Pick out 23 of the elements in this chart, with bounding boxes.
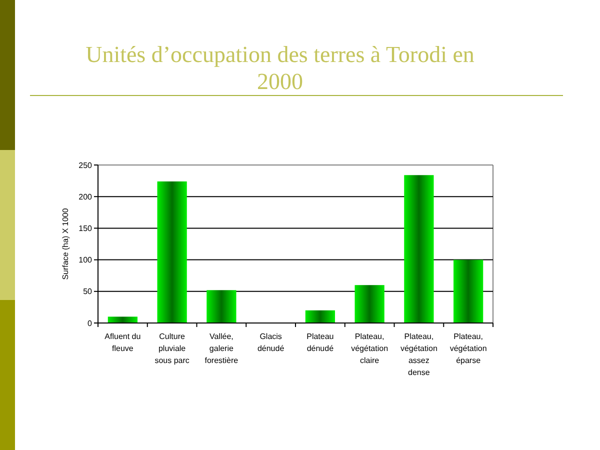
bar — [157, 181, 187, 323]
y-tick-label: 100 — [78, 256, 93, 265]
bar — [354, 285, 384, 323]
x-tick-label: Plateau, végétation claire — [351, 332, 388, 365]
x-tick-label: Glacis dénudé — [257, 332, 285, 353]
y-tick-label: 0 — [88, 318, 93, 328]
y-tick-label: 200 — [78, 192, 93, 202]
x-tick-label: Plateau, végétation éparse — [450, 332, 487, 365]
bar — [454, 260, 484, 323]
x-tick-label: Plateau dénudé — [306, 332, 334, 353]
bar — [206, 290, 236, 323]
x-tick-label: Plateau, végétation assez dense — [400, 332, 438, 377]
bar — [404, 175, 434, 323]
x-tick-label: Culture pluviale sous parc — [154, 332, 190, 365]
x-tick-label: Vallée, galerie forestière — [204, 332, 239, 365]
y-tick-label: 50 — [83, 287, 93, 296]
y-tick-label: 250 — [78, 160, 93, 170]
bar — [108, 316, 138, 323]
bar — [305, 310, 335, 323]
chart-title: Unités d’occupation des terres à Torodi en 2000 — [86, 42, 475, 94]
y-axis-title: Surface (ha) X 1000 — [61, 208, 70, 280]
y-tick-label: 150 — [78, 224, 93, 233]
x-tick-label: Afluent du fleuve — [104, 332, 141, 353]
